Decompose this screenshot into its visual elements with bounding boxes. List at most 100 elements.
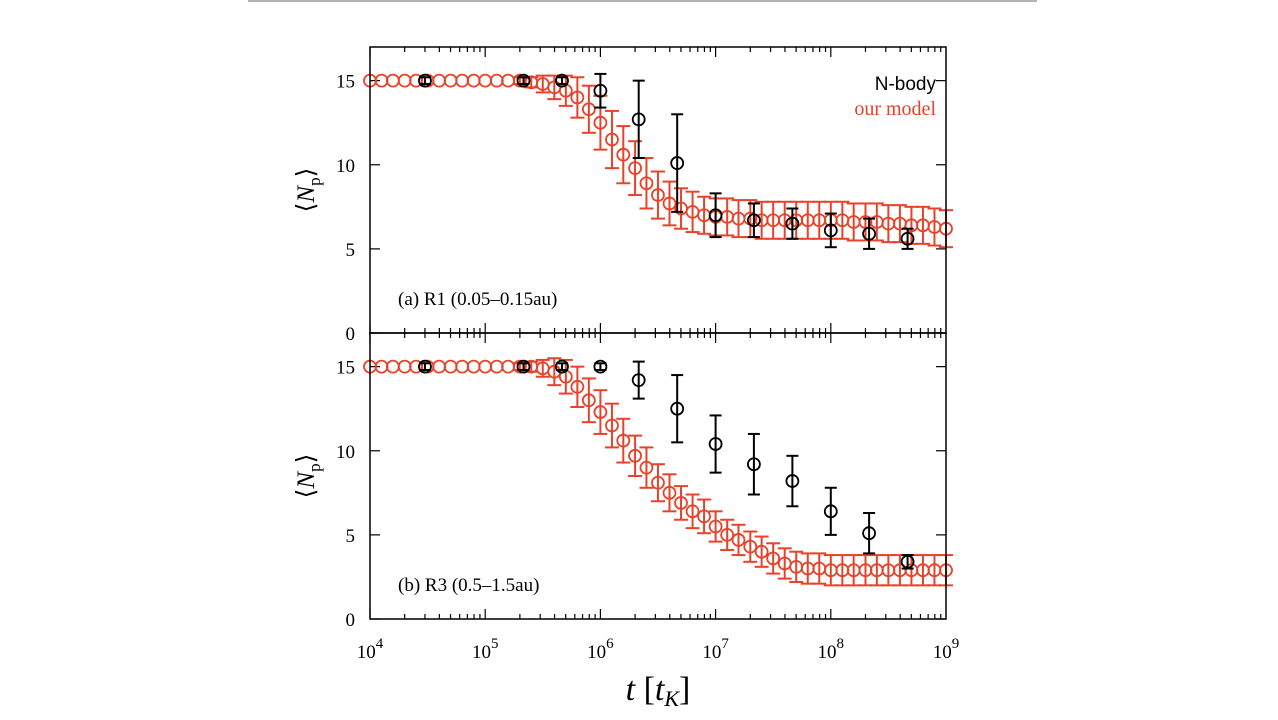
panel-a-label: (a) R1 (0.05–0.15au) (398, 289, 557, 310)
panel-b-model-point (685, 504, 700, 519)
x-tick-label: 106 (587, 636, 614, 663)
panel-b-label: (b) R3 (0.5–1.5au) (398, 575, 539, 596)
panel-b-model-point (743, 539, 758, 554)
panel-b-nbody-series (418, 359, 915, 570)
panel-b: 0 5 10 15 (b) R3 (0.5–1.5au) (336, 332, 953, 631)
panel-a-y-tick-label: 10 (336, 156, 355, 177)
panel-a-nbody-point (823, 223, 838, 238)
panel-b-model-point (697, 509, 711, 524)
x-tick-exponent: 9 (952, 636, 960, 652)
panel-a-model-point (570, 90, 585, 105)
panel-b-model-point (639, 460, 654, 475)
panel-b-y-tick-label: 5 (346, 526, 356, 547)
panel-a-nbody-point (593, 83, 608, 98)
x-tick-exponent: 8 (837, 636, 845, 652)
x-tick-labels: 104 105 106 107 108 109 (357, 636, 960, 663)
panel-a-y-tick-label: 5 (346, 240, 356, 261)
panel-a: 0 5 10 15 (a) R1 (0.05–0.15au) N-body our m… (336, 46, 953, 345)
panel-a-nbody-point (670, 156, 685, 170)
panel-a-model-point (443, 73, 458, 88)
panel-a-model-point (616, 147, 631, 162)
panel-a-model-point (501, 73, 515, 88)
panel-b-y-tick-label: 10 (336, 442, 355, 463)
panel-a-model-point (385, 73, 400, 88)
panel-a-nbody-series (418, 72, 915, 250)
x-label-unit-sub: K (663, 686, 680, 711)
panel-a-model-point (489, 73, 504, 88)
panel-a-nbody-point (418, 73, 432, 88)
panel-a-nbody-point (555, 73, 569, 88)
panel-b-nbody-point (555, 359, 569, 374)
x-label-close: ] (679, 671, 690, 708)
panel-b-frame (369, 332, 947, 620)
panel-a-model-point (432, 73, 447, 88)
panel-a-model-point (639, 176, 654, 191)
panel-b-model-point (754, 544, 769, 559)
panel-a-model-point (662, 196, 677, 211)
panel-b-nbody-point (670, 401, 685, 416)
panel-b-nbody-point (418, 359, 432, 374)
panel-a-nbody-point (785, 216, 800, 231)
x-label-open: [ (644, 671, 655, 708)
x-tick-label: 104 (357, 636, 384, 663)
y-label-open: ⟨ (293, 203, 320, 213)
panel-b-model-point (385, 359, 400, 374)
panel-a-y-tick-label: 0 (346, 324, 356, 345)
panel-b-y-tick-label: 0 (346, 610, 356, 631)
panel-b-ticks: 0 5 10 15 (336, 333, 946, 631)
x-tick-base: 10 (933, 642, 952, 663)
panel-a-ticks: 0 5 10 15 (336, 47, 946, 345)
panel-a-model-point (581, 102, 596, 117)
y-label-var: N (293, 185, 320, 204)
panel-a-nbody-point (708, 208, 723, 223)
panel-a-model-point (593, 115, 608, 130)
panel-b-nbody-point (900, 554, 915, 569)
panel-a-model-point (455, 73, 470, 88)
y-label-var: N (293, 471, 320, 490)
panel-b-y-axis-label: ⟨Np⟩ (293, 454, 324, 499)
panel-a-nbody-point (746, 213, 761, 228)
panel-b-model-point (731, 533, 746, 547)
panel-b-nbody-point (785, 474, 800, 488)
panel-b-model-point (708, 519, 723, 534)
legend-nbody-label: N-body (875, 74, 937, 95)
x-tick-base: 10 (702, 642, 721, 663)
x-tick-base: 10 (472, 642, 491, 663)
x-tick-label: 107 (702, 636, 729, 663)
panel-b-model-point (662, 485, 677, 500)
x-tick-label: 109 (933, 636, 960, 663)
x-tick-label: 108 (818, 636, 845, 663)
panel-a-nbody-point (862, 226, 876, 241)
panel-b-nbody-point (593, 359, 608, 374)
x-label-var: t (626, 671, 637, 708)
panel-b-model-point (443, 359, 458, 374)
panel-b-model-point (593, 405, 608, 419)
x-tick-exponent: 6 (606, 636, 614, 652)
panel-b-model-point (674, 496, 688, 510)
panel-b-model-point (432, 359, 447, 374)
panel-b-nbody-point (862, 526, 876, 541)
x-tick-base: 10 (587, 642, 606, 663)
legend-model-label: our model (854, 98, 936, 120)
panel-b-model-point (720, 527, 735, 542)
panel-b-model-series (363, 357, 953, 587)
panel-b-nbody-point (631, 373, 646, 388)
panel-a-y-tick-label: 15 (336, 72, 355, 93)
panel-b-nbody-point (823, 504, 838, 519)
panel-a-nbody-point (900, 231, 915, 246)
y-label-close: ⟩ (293, 454, 320, 464)
panel-b-model-point (397, 359, 412, 374)
x-axis-label: t [tK] (626, 671, 691, 711)
panel-b-model-point (581, 393, 596, 408)
x-tick-exponent: 7 (721, 636, 729, 652)
panel-a-model-point (605, 132, 619, 147)
panel-a-model-point (651, 188, 665, 202)
panel-b-model-point (628, 448, 642, 463)
y-label-open: ⟨ (293, 489, 320, 499)
panel-a-nbody-point (631, 112, 646, 127)
panel-b-model-point (766, 551, 781, 566)
panel-b-model-point (478, 359, 493, 374)
y-label-close: ⟩ (293, 168, 320, 178)
panel-b-nbody-point (708, 437, 723, 451)
